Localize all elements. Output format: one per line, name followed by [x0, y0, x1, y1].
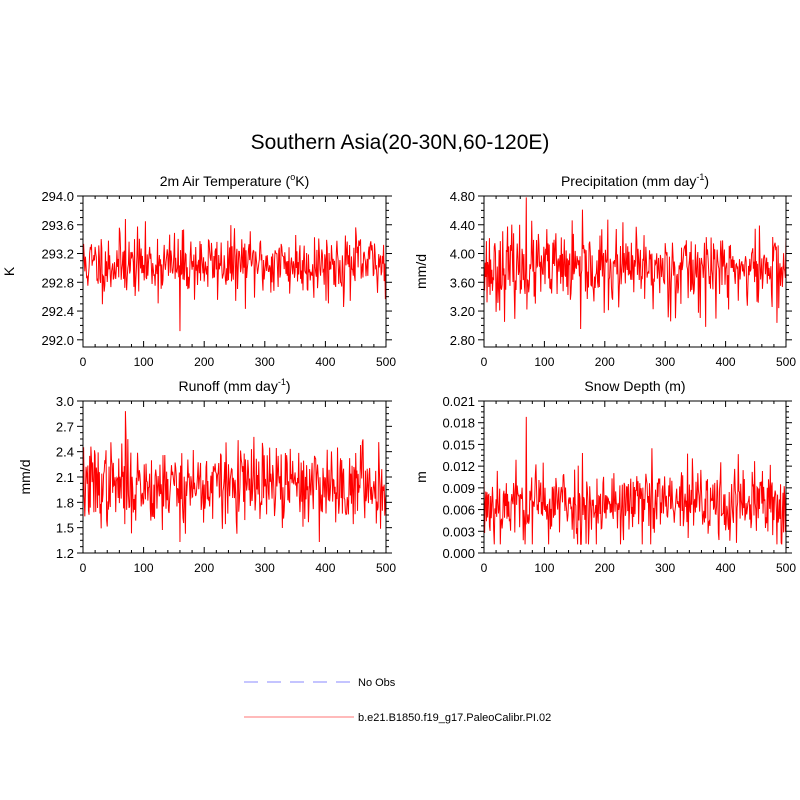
panel-title: 2m Air Temperature (oK) [160, 172, 309, 189]
x-tick-label: 300 [655, 355, 675, 369]
y-tick-label: 3.0 [56, 394, 74, 409]
y-tick-label: 1.8 [56, 495, 74, 510]
x-tick-label: 300 [255, 561, 275, 575]
plot-frame [483, 400, 787, 554]
panel-title: Snow Depth (m) [584, 378, 685, 394]
x-tick-label: 500 [376, 561, 396, 575]
series-line [82, 411, 387, 543]
y-tick-label: 0.003 [442, 524, 475, 539]
y-tick-label: 3.60 [450, 275, 475, 290]
y-tick-label: 0.006 [442, 503, 475, 518]
y-axis-label: K [1, 266, 17, 276]
x-tick-label: 400 [716, 355, 736, 369]
y-axis-label: mm/d [17, 460, 33, 495]
y-tick-label: 2.1 [56, 470, 74, 485]
x-tick-label: 100 [534, 561, 554, 575]
x-tick-label: 500 [776, 561, 796, 575]
series-line [483, 197, 787, 330]
x-tick-label: 300 [655, 561, 675, 575]
panel-title: Runoff (mm day-1) [178, 377, 290, 394]
y-axis-label: mm/d [413, 254, 429, 289]
figure-title: Southern Asia(20-30N,60-120E) [250, 131, 550, 154]
x-tick-label: 0 [481, 561, 488, 575]
panel-title: Precipitation (mm day-1) [561, 172, 709, 189]
legend-label: No Obs [358, 677, 396, 689]
x-tick-label: 500 [776, 355, 796, 369]
y-tick-label: 292.8 [41, 275, 74, 290]
x-tick-label: 0 [481, 355, 488, 369]
y-tick-label: 0.000 [442, 546, 475, 561]
y-tick-label: 2.80 [450, 333, 475, 348]
y-tick-label: 292.4 [41, 304, 74, 319]
y-tick-label: 0.015 [442, 437, 475, 452]
x-tick-label: 400 [315, 561, 335, 575]
x-tick-label: 500 [376, 355, 396, 369]
legend: No Obs b.e21.B1850.f19_g17.PaleoCalibr.PI… [244, 677, 551, 724]
x-tick-label: 400 [315, 355, 335, 369]
y-tick-label: 0.021 [442, 394, 475, 409]
y-tick-label: 4.80 [450, 189, 475, 204]
y-axis-label: m [413, 471, 429, 483]
y-tick-label: 2.7 [56, 419, 74, 434]
y-tick-label: 293.2 [41, 247, 74, 262]
y-tick-label: 1.5 [56, 521, 74, 536]
y-tick-label: 0.018 [442, 416, 475, 431]
y-tick-label: 294.0 [41, 189, 74, 204]
x-tick-label: 100 [534, 355, 554, 369]
panel-3: 0 100 200 300 400 500 1.2 1.5 1.8 2.1 2.4 2.7 3.0 Run… [17, 377, 396, 575]
panel-1: 0 100 200 300 400 500 292.0 292.4 292.8 293.2 293.… [1, 172, 396, 369]
y-tick-label: 3.20 [450, 304, 475, 319]
x-tick-label: 300 [255, 355, 275, 369]
x-tick-label: 0 [80, 355, 87, 369]
panel-2: 0 100 200 300 400 500 2.80 3.20 3.60 4.00 4.40 4.80… [413, 172, 796, 369]
x-tick-label: 200 [595, 355, 615, 369]
x-tick-label: 400 [716, 561, 736, 575]
y-tick-label: 4.00 [450, 247, 475, 262]
y-tick-label: 0.009 [442, 481, 475, 496]
y-tick-label: 293.6 [41, 218, 74, 233]
panel-4: 0 100 200 300 400 500 0.000 0.003 0.006 0.009 0.01… [413, 378, 796, 575]
series-line [82, 219, 387, 332]
legend-label: b.e21.B1850.f19_g17.PaleoCalibr.PI.02 [358, 712, 551, 724]
plot-frame [82, 195, 387, 348]
plot-frame [483, 195, 787, 348]
x-tick-label: 100 [134, 355, 154, 369]
x-tick-label: 200 [595, 561, 615, 575]
series-line [483, 416, 787, 545]
x-tick-label: 200 [194, 561, 214, 575]
y-tick-label: 4.40 [450, 218, 475, 233]
y-tick-label: 0.012 [442, 459, 475, 474]
y-tick-label: 292.0 [41, 333, 74, 348]
x-tick-label: 100 [134, 561, 154, 575]
y-tick-label: 2.4 [56, 445, 74, 460]
x-tick-label: 200 [194, 355, 214, 369]
y-tick-label: 1.2 [56, 546, 74, 561]
x-tick-label: 0 [80, 561, 87, 575]
